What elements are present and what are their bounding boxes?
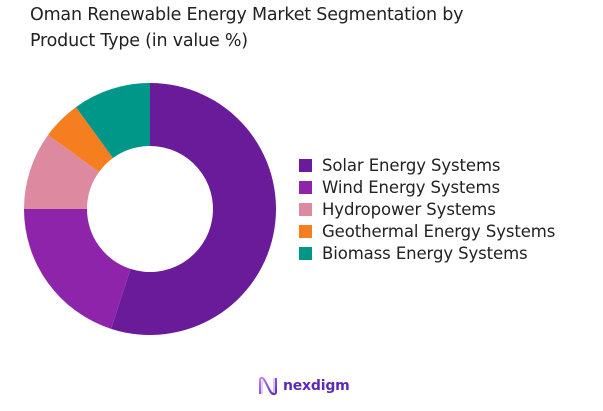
legend-swatch-geothermal: [299, 224, 312, 238]
chart-title-line-2: Product Type (in value %): [30, 31, 248, 51]
legend-swatch-biomass: [299, 246, 312, 260]
legend-label: Solar Energy Systems: [322, 155, 501, 175]
donut-slice-solar: [111, 83, 276, 336]
legend-item-hydropower: Hydropower Systems: [299, 198, 555, 220]
donut-slice-geothermal: [48, 107, 113, 172]
donut-slice-wind: [24, 209, 131, 329]
donut-slice-hydropower: [24, 134, 100, 209]
legend-label: Geothermal Energy Systems: [322, 221, 556, 241]
legend-swatch-solar: [299, 158, 312, 172]
legend-item-biomass: Biomass Energy Systems: [299, 242, 555, 264]
logo-text: nexdigm: [283, 378, 350, 394]
chart-title: Oman Renewable Energy Market Segmentatio…: [30, 2, 590, 54]
nexdigm-wave-icon: [259, 376, 277, 396]
legend-label: Wind Energy Systems: [322, 177, 500, 197]
legend-label: Hydropower Systems: [322, 199, 496, 219]
legend-swatch-wind: [299, 180, 312, 194]
legend-item-solar: Solar Energy Systems: [299, 154, 555, 176]
legend-item-wind: Wind Energy Systems: [299, 176, 555, 198]
donut-slice-biomass: [75, 83, 150, 159]
legend-item-geothermal: Geothermal Energy Systems: [299, 220, 555, 242]
legend-label: Biomass Energy Systems: [322, 243, 528, 263]
nexdigm-logo: nexdigm: [258, 376, 350, 396]
legend-swatch-hydropower: [299, 202, 312, 216]
chart-legend: Solar Energy Systems Wind Energy Systems…: [299, 154, 555, 264]
chart-title-line-1: Oman Renewable Energy Market Segmentatio…: [30, 5, 464, 25]
